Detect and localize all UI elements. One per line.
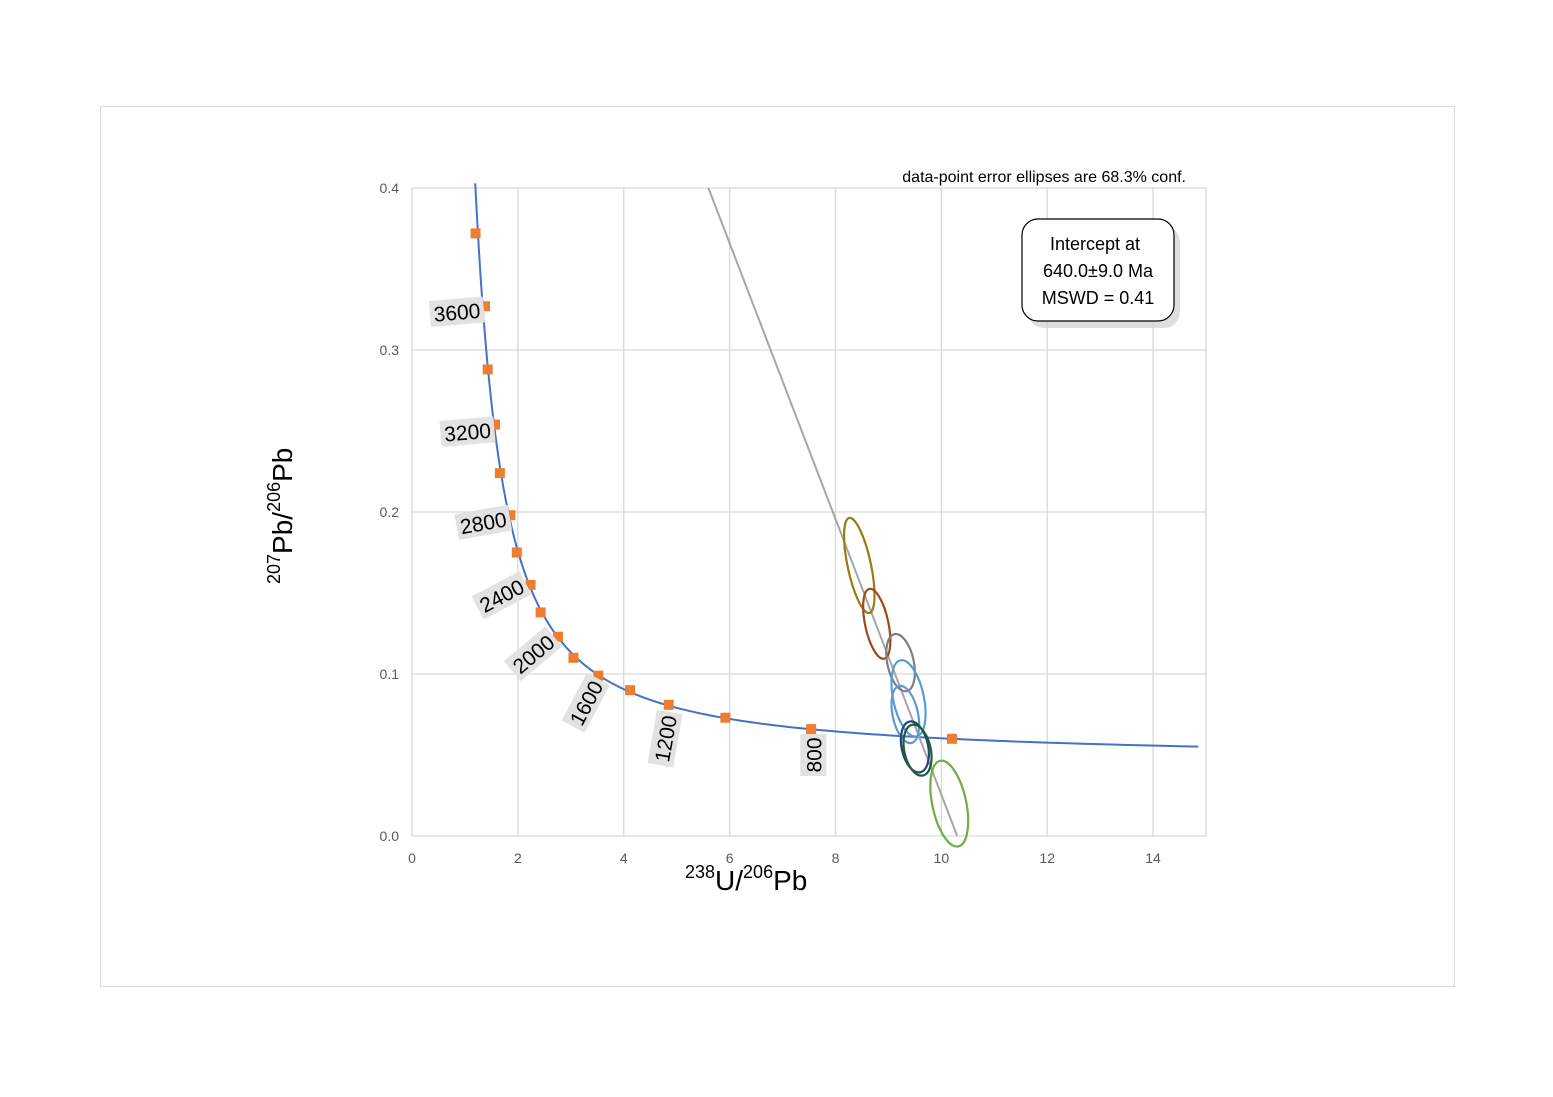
x-tick-label: 6 <box>726 850 734 866</box>
age-label: 2400 <box>471 571 532 620</box>
age-label-bg <box>428 296 485 328</box>
y-tick-label: 0.2 <box>380 504 400 520</box>
error-ellipse <box>902 723 933 777</box>
y-tick-label: 0.4 <box>380 180 400 196</box>
age-marker <box>482 364 493 375</box>
x-tick-label: 14 <box>1145 850 1161 866</box>
age-marker <box>525 579 536 590</box>
ellipse-confidence-note: data-point error ellipses are 68.3% conf… <box>902 169 1186 186</box>
age-label: 800 <box>800 734 827 776</box>
age-label-bg <box>471 571 532 620</box>
age-marker <box>470 228 481 239</box>
age-marker <box>568 652 579 663</box>
age-marker <box>494 468 505 479</box>
age-label: 1600 <box>561 672 610 733</box>
discordia-path <box>707 187 959 837</box>
age-marker <box>553 631 564 642</box>
x-tick-label: 2 <box>514 850 522 866</box>
y-tick-label: 0.3 <box>380 342 400 358</box>
x-axis-label: 238U/206Pb <box>685 862 807 896</box>
error-ellipse <box>899 720 930 774</box>
error-ellipses <box>842 516 970 848</box>
age-marker <box>663 699 674 710</box>
age-label-bg <box>647 709 683 768</box>
error-ellipse <box>842 516 876 615</box>
age-marker <box>535 607 546 618</box>
error-ellipse <box>885 632 916 693</box>
age-marker <box>480 301 491 312</box>
y-tick-label: 0.1 <box>380 666 400 682</box>
age-label-bg <box>454 504 513 540</box>
error-ellipse <box>890 684 921 745</box>
intercept-line-2: 640.0±9.0 Ma <box>1043 261 1154 281</box>
age-label: 3200 <box>439 416 496 447</box>
intercept-line-3: MSWD = 0.41 <box>1042 288 1155 308</box>
age-marker <box>511 547 522 558</box>
age-label: 2800 <box>454 504 513 540</box>
age-markers <box>470 228 957 744</box>
x-tick-label: 0 <box>408 850 416 866</box>
age-label: 3600 <box>428 296 485 328</box>
age-marker <box>593 670 604 681</box>
grid <box>411 187 1207 837</box>
age-label: 1200 <box>647 709 683 768</box>
intercept-line-1: Intercept at <box>1050 234 1140 254</box>
age-marker <box>806 724 817 735</box>
error-ellipse <box>929 759 970 848</box>
age-label-bg <box>439 416 496 447</box>
age-label-bg <box>800 734 827 776</box>
age-marker <box>946 733 957 744</box>
x-tick-labels: 0 2 4 6 8 10 12 14 <box>408 850 1161 866</box>
age-label-text: 3200 <box>443 420 492 447</box>
age-label-bg <box>561 672 610 733</box>
y-tick-label: 0.0 <box>380 828 400 844</box>
y-axis-label: 207Pb/206Pb <box>264 448 298 584</box>
age-marker <box>625 685 636 696</box>
x-tick-label: 4 <box>620 850 628 866</box>
intercept-box: Intercept at 640.0±9.0 Ma MSWD = 0.41 <box>1021 218 1180 328</box>
x-tick-label: 10 <box>934 850 950 866</box>
age-marker <box>505 510 516 521</box>
discordia-line <box>707 187 959 837</box>
y-tick-labels: 0.0 0.1 0.2 0.3 0.4 <box>380 180 400 844</box>
age-marker <box>490 419 501 430</box>
x-tick-label: 12 <box>1039 850 1055 866</box>
x-tick-label: 8 <box>832 850 840 866</box>
chart-frame <box>100 106 1455 987</box>
error-ellipse <box>862 587 892 660</box>
age-marker <box>720 712 731 723</box>
age-label-text: 3600 <box>433 300 482 327</box>
age-label-bg <box>504 626 563 682</box>
age-label-text: 800 <box>803 737 826 772</box>
